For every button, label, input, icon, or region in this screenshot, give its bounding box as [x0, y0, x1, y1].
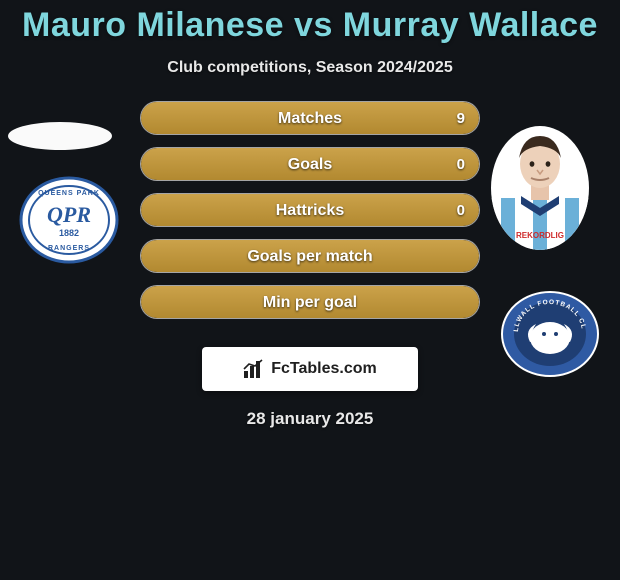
page-title: Mauro Milanese vs Murray Wallace: [0, 0, 620, 45]
comparison-date: 28 january 2025: [0, 409, 620, 429]
subtitle: Club competitions, Season 2024/2025: [0, 59, 620, 77]
player2-club-crest: MILLWALL FOOTBALL CLUB: [500, 290, 600, 378]
stat-pill-value-right: 0: [457, 194, 465, 226]
stat-pill-label: Min per goal: [141, 286, 479, 318]
stat-pill-label: Matches: [141, 102, 479, 134]
stat-pill: Min per goal: [140, 285, 480, 319]
qpr-year: 1882: [59, 228, 79, 238]
qpr-monogram: QPR: [47, 202, 91, 227]
player1-club-crest: QUEENS PARK RANGERS QPR 1882: [18, 176, 120, 264]
stat-pill-label: Hattricks: [141, 194, 479, 226]
player1-photo: [8, 122, 112, 150]
stat-pill: Hattricks0: [140, 193, 480, 227]
bar-chart-icon: [243, 359, 265, 379]
stat-pill: Goals per match: [140, 239, 480, 273]
stat-pill-label: Goals per match: [141, 240, 479, 272]
svg-text:QUEENS PARK: QUEENS PARK: [38, 190, 100, 197]
stat-pill-value-right: 0: [457, 148, 465, 180]
stat-pill-label: Goals: [141, 148, 479, 180]
stat-pill: Matches9: [140, 101, 480, 135]
svg-text:RANGERS: RANGERS: [48, 245, 90, 252]
stat-pill: Goals0: [140, 147, 480, 181]
player2-photo: REKORDLIG: [491, 126, 589, 250]
svg-text:REKORDLIG: REKORDLIG: [516, 231, 564, 240]
fctables-label: FcTables.com: [271, 360, 377, 378]
fctables-badge[interactable]: FcTables.com: [202, 347, 418, 391]
stat-pill-value-right: 9: [457, 102, 465, 134]
